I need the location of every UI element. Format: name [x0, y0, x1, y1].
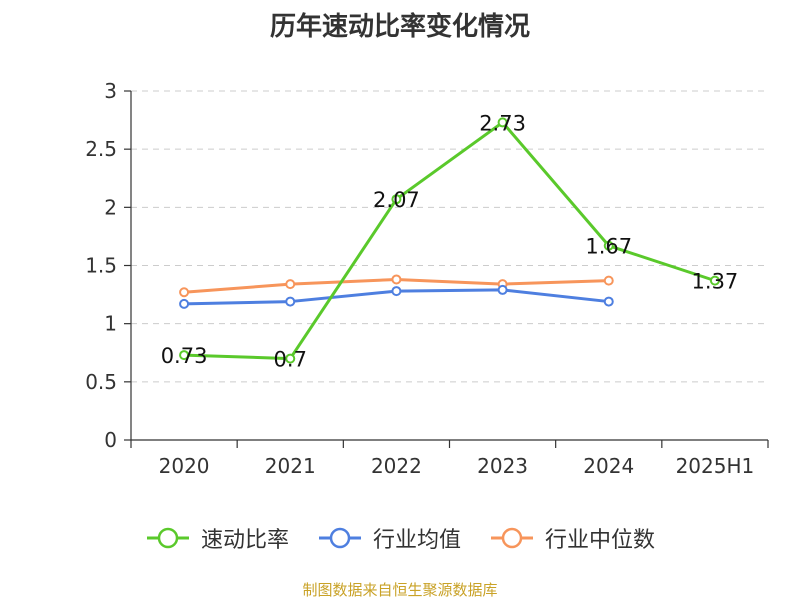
y-tick-label: 1.5: [85, 254, 117, 278]
y-tick-label: 0.5: [85, 370, 117, 394]
x-tick-label: 2020: [159, 454, 210, 478]
data-label: 2.73: [479, 111, 526, 135]
data-point: [603, 240, 614, 251]
data-source-note: 制图数据来自恒生聚源数据库: [302, 581, 498, 599]
chart-title: 历年速动比率变化情况: [269, 12, 530, 42]
series-line: [184, 120, 716, 361]
data-point: [391, 286, 402, 297]
data-label: 1.67: [585, 235, 632, 259]
y-tick-label: 2.5: [85, 137, 117, 161]
legend-label-industry-mean: 行业均值: [372, 528, 461, 553]
data-label: 1.37: [692, 270, 739, 294]
data-point: [285, 353, 296, 364]
x-tick-label: 2023: [477, 454, 528, 478]
data-label: 2.07: [373, 188, 420, 212]
x-tick-label: 2024: [583, 454, 634, 478]
data-point: [179, 350, 190, 361]
y-tick-label: 2: [104, 195, 117, 219]
data-point: [285, 279, 296, 290]
legend-swatch-industry-mean-icon: [318, 527, 361, 549]
data-point: [603, 296, 614, 307]
data-point: [709, 275, 720, 286]
data-point: [497, 117, 508, 128]
data-point: [391, 274, 402, 285]
y-tick-label: 0: [104, 428, 117, 452]
x-tick-label: 2025H1: [676, 454, 755, 478]
data-point: [391, 194, 402, 205]
y-tick-label: 1: [104, 312, 117, 336]
y-tick-label: 3: [104, 79, 117, 103]
data-point: [285, 296, 296, 307]
data-point: [179, 298, 190, 309]
data-point: [603, 275, 614, 286]
line-chart: 0 0.5 1 1.5 2 2.5 3 2020 2021 2022 2023 2024 2025H1 0…: [85, 79, 769, 478]
legend-item-industry-median[interactable]: 行业中位数: [489, 522, 655, 554]
chart-legend: 速动比率 行业均值 行业中位数: [0, 520, 800, 556]
legend-label-industry-median: 行业中位数: [545, 528, 656, 553]
legend-item-industry-mean[interactable]: 行业均值: [317, 522, 461, 554]
data-point: [497, 284, 508, 295]
legend-swatch-industry-median-icon: [491, 527, 533, 549]
x-tick-label: 2022: [371, 454, 422, 478]
legend-label-quick-ratio: 速动比率: [200, 528, 289, 553]
x-tick-label: 2021: [265, 454, 316, 478]
legend-swatch-quick-ratio-icon: [146, 527, 189, 549]
data-label: 0.73: [161, 344, 208, 368]
data-label: 0.7: [274, 348, 307, 372]
data-point: [179, 287, 190, 298]
legend-item-quick-ratio[interactable]: 速动比率: [145, 522, 289, 554]
